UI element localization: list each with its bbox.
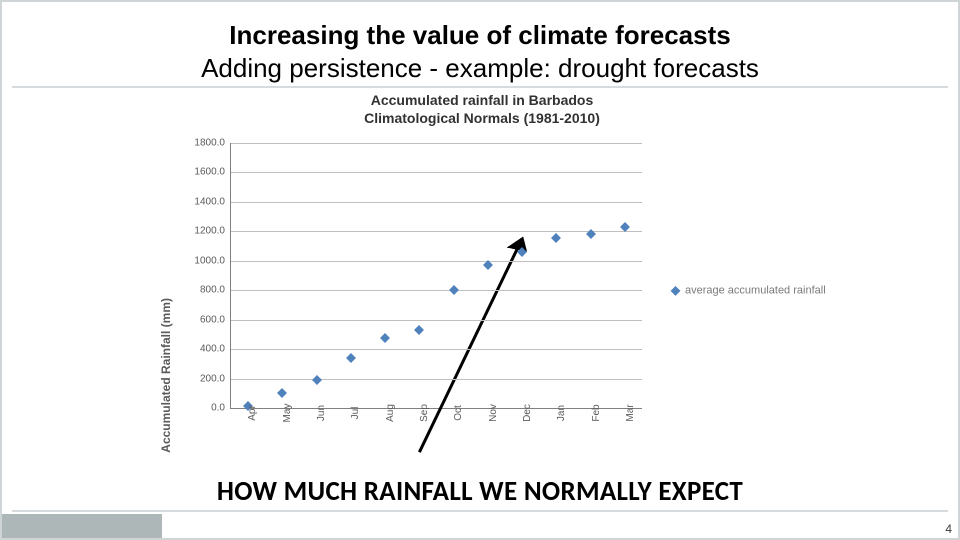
- x-tick-label: Oct: [453, 405, 464, 421]
- data-point: [551, 233, 561, 243]
- chart-title-line1: Accumulated rainfall in Barbados: [172, 92, 792, 110]
- legend-label: average accumulated rainfall: [685, 285, 826, 298]
- gridline: [231, 231, 642, 232]
- x-tick-label: Jan: [556, 405, 567, 421]
- divider-top: [12, 86, 948, 88]
- x-axis-ticks: AprMayJunJulAugSepOctNovDecJanFebMar: [230, 409, 642, 463]
- gridline: [231, 290, 642, 291]
- y-tick-label: 1400.0: [194, 196, 225, 207]
- gridline: [231, 202, 642, 203]
- caption: HOW MUCH RAINFALL WE NORMALLY EXPECT: [2, 475, 958, 508]
- x-tick-label: Jul: [350, 407, 361, 420]
- slide-title-line2: Adding persistence - example: drought fo…: [2, 53, 958, 84]
- y-tick-label: 1600.0: [194, 167, 225, 178]
- y-tick-label: 400.0: [200, 344, 225, 355]
- page-number: 4: [945, 522, 952, 536]
- gridline: [231, 349, 642, 350]
- x-tick-label: Dec: [522, 404, 533, 422]
- x-tick-label: Nov: [488, 404, 499, 422]
- data-point: [346, 353, 356, 363]
- y-tick-label: 600.0: [200, 314, 225, 325]
- y-tick-label: 200.0: [200, 373, 225, 384]
- annotation-arrow: [231, 143, 642, 408]
- y-tick-label: 1200.0: [194, 226, 225, 237]
- plot-area: 0.0200.0400.0600.0800.01000.01200.01400.…: [230, 143, 642, 409]
- divider-bottom: [12, 510, 948, 512]
- data-point: [620, 222, 630, 232]
- y-tick-label: 0.0: [211, 403, 225, 414]
- gridline: [231, 261, 642, 262]
- y-tick-label: 1000.0: [194, 255, 225, 266]
- chart-title-line2: Climatological Normals (1981-2010): [172, 110, 792, 128]
- x-tick-label: Feb: [591, 404, 602, 421]
- data-point: [277, 388, 287, 398]
- y-axis-label: Accumulated Rainfall (mm): [159, 298, 173, 453]
- x-tick-label: Apr: [247, 405, 258, 421]
- title-block: Increasing the value of climate forecast…: [2, 20, 958, 84]
- chart-region: Accumulated rainfall in Barbados Climato…: [172, 92, 792, 472]
- data-point: [449, 285, 459, 295]
- y-tick-label: 1800.0: [194, 138, 225, 149]
- slide-title-line1: Increasing the value of climate forecast…: [2, 20, 958, 51]
- chart-title: Accumulated rainfall in Barbados Climato…: [172, 92, 792, 127]
- y-tick-label: 800.0: [200, 285, 225, 296]
- bottom-accent-block: [2, 514, 162, 538]
- gridline: [231, 172, 642, 173]
- plot-wrap: Accumulated Rainfall (mm) 0.0200.0400.06…: [172, 133, 792, 463]
- gridline: [231, 143, 642, 144]
- x-tick-label: Sep: [419, 404, 430, 422]
- data-point: [414, 325, 424, 335]
- gridline: [231, 379, 642, 380]
- data-point: [380, 333, 390, 343]
- x-tick-label: Mar: [625, 404, 636, 421]
- slide: Increasing the value of climate forecast…: [0, 0, 960, 540]
- x-tick-label: Jun: [316, 405, 327, 421]
- x-tick-label: Aug: [385, 404, 396, 422]
- legend: average accumulated rainfall: [672, 285, 852, 298]
- data-point: [312, 375, 322, 385]
- x-tick-label: May: [282, 404, 293, 423]
- data-point: [517, 247, 527, 257]
- gridline: [231, 320, 642, 321]
- legend-marker-icon: [671, 286, 681, 296]
